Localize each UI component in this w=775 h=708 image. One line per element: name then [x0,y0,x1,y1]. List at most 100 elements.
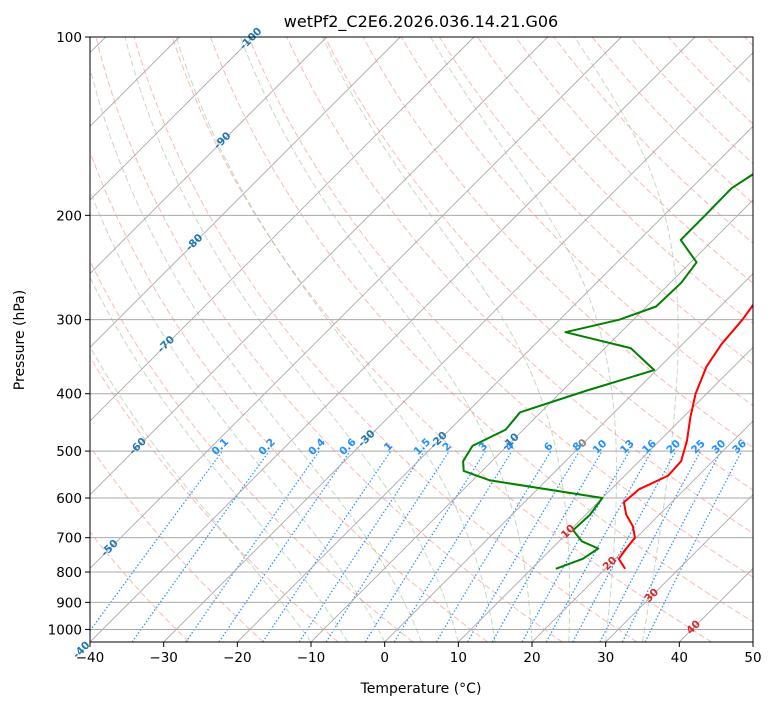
dry-adiabat-line [629,37,753,165]
mixing-ratio-label: 2 [440,440,454,454]
mixing-ratio-line [131,450,270,642]
y-tick-label: 300 [56,313,82,329]
dry-adiabat-line [90,531,190,642]
dry-adiabat-line [90,150,488,642]
isotherm-line [90,37,327,275]
mixing-ratio-line [298,450,425,642]
dry-adiabat-line [95,37,563,642]
isotherm-line [90,37,696,642]
mixing-ratio-label: 16 [640,438,659,457]
dry-adiabat-line [515,37,753,284]
mixing-ratio-line [572,450,677,642]
x-tick-label: −30 [149,650,178,666]
isotherm-line [384,273,753,642]
dry-adiabat-line [668,37,753,125]
moist-adiabat-line [90,65,422,642]
mixing-ratio-label: 30 [709,438,728,457]
y-tick-label: 700 [56,531,82,547]
dry-adiabat-line [286,37,753,534]
x-tick-label: −40 [76,650,105,666]
isotherm-line [90,37,475,422]
isotherm-line [237,125,753,642]
mixing-ratio-line [90,450,223,632]
y-tick-label: 400 [56,387,82,403]
mixing-ratio-label: 0.4 [306,436,328,458]
isotherm-line [163,52,753,642]
moist-adiabat-line [430,37,617,642]
mixing-ratio-line [521,450,631,642]
dry-adiabat-line [591,37,753,204]
dry-adiabats [90,37,753,642]
y-tick-label: 900 [56,595,82,611]
x-tick-label: −20 [223,650,252,666]
mixing-ratio-line [262,450,392,642]
dry-adiabat-line [90,445,264,642]
mixing-ratio-line [364,450,486,642]
mixing-ratio-label: 13 [618,438,637,457]
mixing-ratio-label: 3 [476,440,490,454]
y-axis-label: Pressure (hPa) [12,290,28,390]
mixing-ratio-label: 25 [689,438,708,457]
mixing-ratio-line [599,450,702,642]
mixing-ratio-lines [90,450,743,642]
moist-adiabat-line [90,189,386,642]
isotherms [90,37,753,642]
dry-adiabat-line [324,37,753,491]
moist-adiabat-line [322,37,571,642]
mixing-ratio-label: 0.6 [337,436,359,458]
y-tick-label: 1000 [48,622,82,638]
dry-adiabat-line [477,37,753,325]
y-axis-ticks: 100 200 300 400 500 600 700 800 900 1000 [48,30,90,638]
mixing-ratio-line [644,450,743,642]
dewpoint-profile-line [462,173,753,570]
dry-adiabat-line [438,37,753,366]
isotherm-line [90,37,548,496]
profiles [462,173,753,570]
chart-title: wetPf2_C2E6.2026.036.14.21.G06 [284,12,558,32]
line-labels: -100-90-80-70-60-50-40-30 -20 -10 010203040… [71,25,749,661]
isotherm-line [90,37,622,569]
mixing-ratio-label: 20 [664,438,683,457]
x-tick-label: −10 [297,650,326,666]
dry-adiabat-line [400,37,753,407]
isotherm-line [605,494,753,642]
moist-adiabat-line [90,345,312,642]
moist-adiabats [90,37,679,642]
dry-adiabat-line [553,37,753,244]
mixing-ratio-label: 0.1 [209,436,231,458]
dry-adiabat-line [210,37,753,623]
mixing-ratio-line [466,450,580,642]
x-tick-label: 50 [744,650,761,666]
x-axis-ticks: −40 −30 −20 −10 0 10 20 30 40 50 [76,642,762,666]
moist-adiabat-line [90,276,349,642]
moist-adiabat-line [175,37,496,642]
dry-adiabat-line [90,259,414,642]
dry-adiabat-line [133,37,638,642]
mixing-ratio-label: 10 [591,438,610,457]
moist-adiabat-line [574,37,679,642]
isobars [90,37,753,630]
isotherm-line [90,37,254,201]
moist-adiabat-line [124,37,459,642]
isotherm-line [458,346,753,642]
dry-adiabat-line [744,37,753,47]
mixing-ratio-line [325,450,450,642]
isotherm-line [310,199,753,642]
mixing-ratio-line [218,450,351,642]
isotherm-line [752,641,753,642]
x-tick-label: 40 [671,650,688,666]
y-tick-label: 500 [56,444,82,460]
mixing-ratio-label: 0.2 [256,436,278,458]
plot-frame [89,36,754,643]
mixing-ratio-line [185,450,320,642]
x-axis-label: Temperature (°C) [360,681,482,697]
mixing-ratio-line [621,450,722,642]
y-tick-label: 600 [56,491,82,507]
isotherm-line [679,567,753,642]
mixing-ratio-line [491,450,603,642]
y-tick-label: 100 [56,30,82,46]
moist-adiabat-line [239,37,533,642]
temperature-profile-line [617,303,753,570]
x-tick-label: 10 [450,650,467,666]
